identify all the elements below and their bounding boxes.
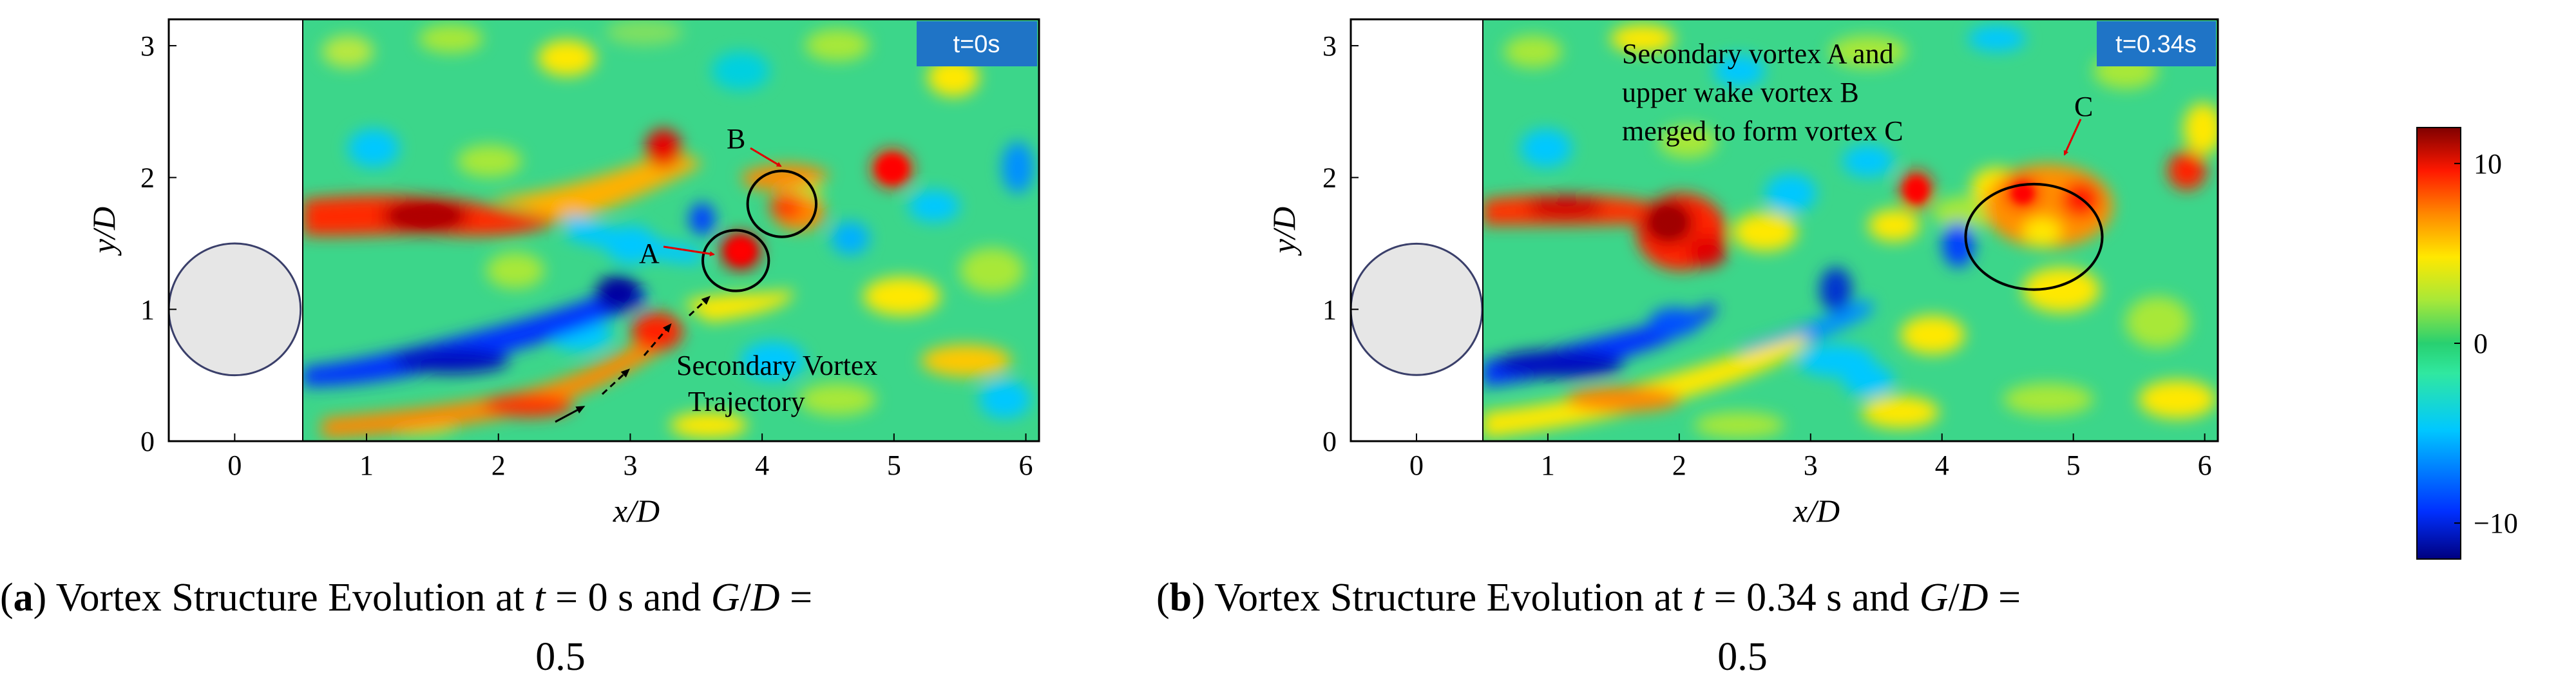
caption-b-eq: = — [1989, 576, 2021, 620]
panel-b-arrow-c — [2063, 119, 2082, 156]
caption-a-text: Vortex Structure Evolution at — [46, 576, 534, 620]
caption-b-mid: = 0.34 s and — [1704, 576, 1920, 620]
panel-a-vortex-a-circle — [701, 229, 770, 292]
panel-a-trajectory-arrow-2 — [601, 368, 630, 395]
panel-a-arrow-b — [750, 147, 782, 167]
panel-b-ytick-label: 3 — [1322, 30, 1337, 62]
panel-b-xtick-label: 4 — [1935, 450, 1949, 481]
panel-a-trajectory-arrow-1 — [555, 406, 586, 423]
panel-a-ylabel: y/D — [86, 207, 122, 256]
panel-b-xtick-label: 3 — [1804, 450, 1818, 481]
caption-a-mid: = 0 s and — [546, 576, 711, 620]
caption-a-t: t — [534, 576, 546, 620]
panel-b-ytick-label: 1 — [1322, 294, 1337, 325]
panel-b-ytick-label: 0 — [1322, 426, 1337, 457]
panel-b-xtick-label: 6 — [2198, 450, 2212, 481]
colorbar-tick-label: −10 — [2474, 508, 2518, 539]
panel-a-xtick-label: 4 — [755, 450, 769, 481]
panel-a-trajectory-text-2: Trajectory — [688, 386, 805, 417]
panel-b-xtick-label: 1 — [1541, 450, 1555, 481]
panel-a: A B Secondary Vortex Trajectory t=0s 0 1 2… — [86, 18, 1040, 529]
panel-a-ytick-label: 0 — [140, 426, 155, 457]
panel-b-vortex-c-circle — [1964, 182, 2104, 291]
panel-a-xtick-label: 5 — [887, 450, 901, 481]
panel-a-trajectory-arrow-4 — [688, 296, 711, 317]
caption-b: (b) Vortex Structure Evolution at t = 0.… — [1156, 576, 2021, 679]
caption-b-line1: (b) Vortex Structure Evolution at t = 0.… — [1156, 576, 2021, 620]
panel-a-ytick-label: 3 — [140, 30, 155, 62]
panel-a-vorticity-field — [303, 19, 1039, 441]
panel-a-xtick-label: 3 — [623, 450, 637, 481]
panel-b: C Secondary vortex A and upper wake vort… — [1266, 18, 2219, 529]
caption-b-letter: b — [1170, 576, 1192, 620]
panel-a-frame — [167, 18, 1040, 442]
caption-a: (a) Vortex Structure Evolution at t = 0 … — [0, 576, 812, 679]
panel-b-ytick-label: 2 — [1322, 162, 1337, 194]
panel-b-merge-text-1: Secondary vortex A and — [1622, 38, 1894, 70]
caption-b-d: D — [1959, 576, 1989, 620]
panel-a-xtick-label: 6 — [1019, 450, 1033, 481]
panel-b-xtick-label: 2 — [1672, 450, 1686, 481]
caption-b-text: Vortex Structure Evolution at — [1205, 576, 1693, 620]
panel-a-ytick-label: 1 — [140, 294, 155, 325]
caption-a-g: G — [711, 576, 740, 620]
caption-a-d: D — [750, 576, 780, 620]
caption-a-line1: (a) Vortex Structure Evolution at t = 0 … — [0, 576, 812, 620]
panel-b-label-c: C — [2074, 91, 2093, 122]
panel-a-trajectory-text-1: Secondary Vortex — [676, 350, 877, 381]
caption-b-g: G — [1920, 576, 1949, 620]
colorbar-gradient — [2416, 127, 2461, 560]
caption-a-line2: 0.5 — [535, 635, 586, 679]
panel-a-vortex-b-circle — [746, 169, 818, 238]
panel-a-xtick-label: 0 — [227, 450, 242, 481]
panel-a-time-badge — [917, 21, 1037, 66]
panel-a-arrow-a — [663, 245, 715, 257]
panel-b-time-badge — [2097, 21, 2216, 66]
panel-a-time-label: t=0s — [953, 31, 1000, 58]
colorbar-ticks: 10 0 −10 — [2454, 148, 2518, 539]
panel-a-label-a: A — [639, 238, 660, 269]
panel-a-blank-region — [169, 19, 303, 441]
panel-a-cylinder — [167, 242, 302, 377]
caption-b-line2: 0.5 — [1717, 635, 1768, 679]
caption-a-letter: a — [14, 576, 33, 620]
panel-a-ytick-label: 2 — [140, 162, 155, 194]
panel-b-xtick-label: 0 — [1409, 450, 1424, 481]
panel-b-merge-text-3: merged to form vortex C — [1622, 115, 1903, 147]
caption-b-slash: / — [1949, 576, 1960, 620]
panel-b-blank-region — [1351, 19, 1483, 441]
panel-a-ticks: 0 1 2 3 4 5 6 0 1 2 3 — [140, 30, 1033, 481]
panel-a-xtick-label: 2 — [491, 450, 506, 481]
panel-b-merge-text-2: upper wake vortex B — [1622, 77, 1859, 108]
colorbar-tick-label: 10 — [2474, 148, 2502, 180]
panel-b-cylinder — [1350, 242, 1484, 376]
panel-b-ticks: 0 1 2 3 4 5 6 0 1 2 3 — [1322, 30, 2212, 481]
caption-a-eq: = — [780, 576, 812, 620]
panel-a-trajectory-arrow-3 — [643, 323, 672, 356]
panel-a-xlabel: x/D — [613, 493, 660, 529]
caption-a-slash: / — [740, 576, 752, 620]
panel-b-vorticity-field — [1483, 19, 2218, 441]
panel-b-xlabel: x/D — [1793, 493, 1840, 529]
panel-b-ylabel: y/D — [1266, 207, 1302, 256]
colorbar-tick-label: 0 — [2474, 328, 2488, 359]
colorbar: 10 0 −10 — [2416, 127, 2518, 560]
panel-a-label-b: B — [727, 123, 745, 155]
panel-b-xtick-label: 5 — [2066, 450, 2081, 481]
panel-b-time-label: t=0.34s — [2115, 31, 2197, 58]
panel-b-frame — [1350, 18, 2219, 442]
caption-b-t: t — [1693, 576, 1705, 620]
panel-a-xtick-label: 1 — [359, 450, 374, 481]
